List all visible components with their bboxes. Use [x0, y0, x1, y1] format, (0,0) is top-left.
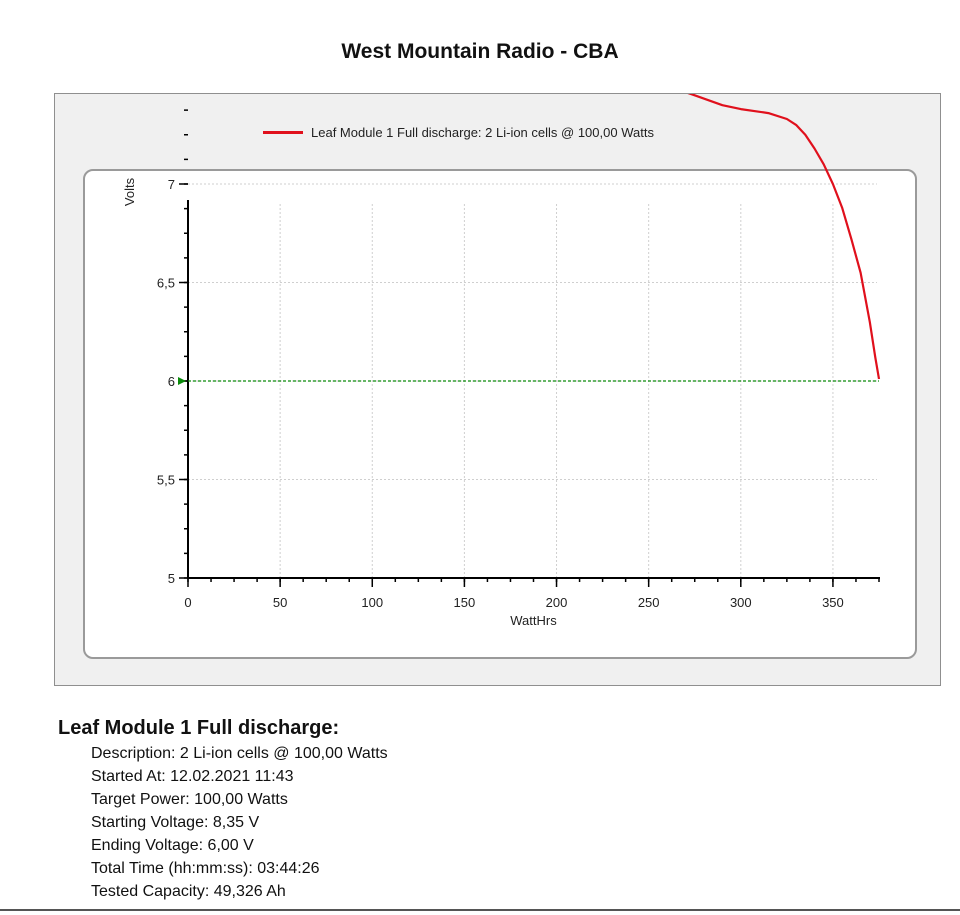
page-divider [0, 909, 960, 911]
x-tick-label: 300 [730, 595, 752, 610]
info-tested-capacity: Tested Capacity: 49,326 Ah [91, 883, 286, 900]
x-tick-label: 350 [822, 595, 844, 610]
x-tick-label: 250 [638, 595, 660, 610]
info-description: Description: 2 Li-ion cells @ 100,00 Wat… [91, 745, 388, 762]
legend-label: Leaf Module 1 Full discharge: 2 Li-ion c… [311, 124, 654, 140]
x-tick-label: 200 [546, 595, 568, 610]
page-title: West Mountain Radio - CBA [341, 40, 619, 63]
chart-legend: Leaf Module 1 Full discharge: 2 Li-ion c… [263, 122, 654, 142]
test-info-title: Leaf Module 1 Full discharge: [58, 717, 340, 739]
x-tick-label: 0 [184, 595, 191, 610]
y-tick-label: 5 [168, 571, 175, 586]
y-axis-title: Volts [122, 177, 137, 206]
x-tick-label: 150 [454, 595, 476, 610]
x-tick-label: 100 [361, 595, 383, 610]
chart-svg: 55,566,577,588,5050100150200250300350Wat… [122, 94, 881, 628]
info-started-at: Started At: 12.02.2021 11:43 [91, 768, 294, 785]
x-axis-title: WattHrs [510, 613, 557, 628]
cutoff-marker-icon [178, 377, 186, 385]
series-line-discharge [687, 94, 881, 380]
info-starting-voltage: Starting Voltage: 8,35 V [91, 814, 260, 831]
info-ending-voltage: Ending Voltage: 6,00 V [91, 837, 254, 854]
info-target-power: Target Power: 100,00 Watts [91, 791, 288, 808]
y-tick-label: 7 [168, 177, 175, 192]
info-total-time: Total Time (hh:mm:ss): 03:44:26 [91, 860, 320, 877]
y-tick-label: 6,5 [157, 276, 175, 291]
x-tick-label: 50 [273, 595, 287, 610]
legend-swatch [263, 130, 303, 134]
test-info: Leaf Module 1 Full discharge: Descriptio… [58, 717, 388, 903]
chart-container: Leaf Module 1 Full discharge: 2 Li-ion c… [54, 93, 941, 686]
y-tick-label: 6 [168, 374, 175, 389]
y-tick-label: 5,5 [157, 473, 175, 488]
